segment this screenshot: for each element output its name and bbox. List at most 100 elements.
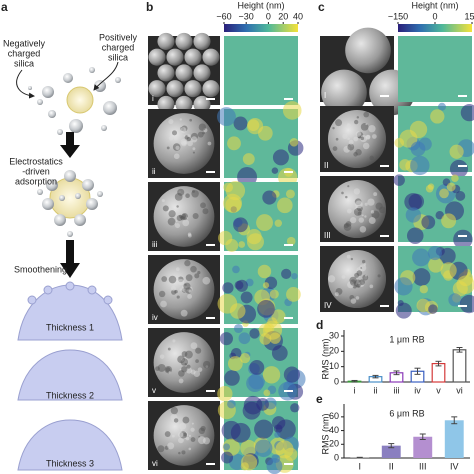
sphere [175, 64, 193, 82]
texture [233, 323, 244, 334]
texture [237, 167, 258, 187]
texture [242, 153, 255, 165]
texture [362, 142, 370, 150]
colorbar-tick-label: 20 [278, 11, 288, 21]
texture [404, 193, 422, 211]
x-tick-label: I [358, 461, 361, 471]
texture [185, 193, 190, 199]
texture [375, 202, 383, 210]
error-bar [393, 370, 400, 376]
texture [455, 191, 466, 201]
texture [440, 262, 457, 279]
image-label: II [324, 161, 328, 170]
colorbar-tick-label: 0 [432, 11, 437, 21]
texture [456, 275, 474, 295]
texture [191, 136, 198, 143]
panel-label: d [316, 318, 323, 332]
image-label: v [152, 386, 156, 395]
texture [190, 369, 196, 375]
error-bar [451, 416, 458, 425]
texture [207, 141, 212, 146]
texture [286, 236, 296, 246]
error-bar [356, 456, 363, 459]
panel-label: c [318, 0, 325, 14]
scale-bar [380, 235, 389, 237]
texture [176, 205, 179, 208]
texture [425, 184, 434, 193]
colorbar-tick-label: −30 [239, 11, 254, 21]
texture [179, 288, 182, 291]
texture [202, 276, 211, 285]
texture [162, 205, 169, 212]
annotation: Thickness 2 [46, 390, 94, 400]
texture [161, 276, 168, 282]
texture [227, 399, 236, 409]
image-label: vi [152, 459, 158, 468]
sphere [193, 32, 211, 50]
texture [438, 102, 446, 111]
sphere [184, 48, 202, 66]
texture [189, 118, 192, 122]
texture [190, 265, 197, 273]
texture [327, 275, 336, 283]
texture [358, 217, 365, 223]
texture [335, 137, 339, 141]
error-bar [419, 433, 426, 440]
texture [419, 285, 429, 294]
texture [168, 275, 177, 284]
texture [164, 365, 173, 374]
scale-bar [284, 98, 293, 100]
texture [217, 293, 238, 314]
y-tick-label: 0 [334, 376, 339, 386]
texture [171, 434, 175, 438]
texture [238, 241, 246, 248]
texture [350, 298, 357, 304]
texture [346, 254, 351, 259]
texture [364, 215, 367, 218]
texture [395, 302, 412, 319]
texture [186, 364, 191, 369]
image-label: iii [152, 240, 158, 249]
texture [180, 309, 188, 317]
panel-label: e [316, 392, 323, 406]
image-label: III [324, 231, 331, 240]
texture [164, 431, 171, 437]
texture [171, 130, 178, 136]
colorbar-tick-label: 150 [464, 11, 474, 21]
texture [191, 422, 194, 425]
scale-bar [380, 95, 389, 97]
texture [197, 271, 201, 275]
colorbar-tick-label: 40 [293, 11, 303, 21]
texture [233, 217, 248, 233]
afm-image [398, 36, 472, 102]
texture [173, 136, 178, 141]
scale-bar [206, 171, 215, 173]
texture [188, 434, 192, 437]
texture [197, 131, 204, 138]
texture [202, 437, 211, 445]
texture [364, 202, 368, 206]
sphere [157, 95, 175, 113]
panel-label: b [146, 0, 153, 14]
error-bar [456, 347, 463, 353]
texture [192, 151, 195, 154]
texture [158, 290, 166, 298]
texture [257, 125, 273, 141]
texture [345, 221, 352, 227]
texture [170, 285, 176, 291]
scale-bar [458, 235, 467, 237]
texture [167, 442, 175, 450]
colorbar [398, 24, 472, 32]
texture [217, 386, 233, 402]
texture [185, 436, 190, 441]
colorbar-tick-label: −150 [388, 11, 408, 21]
image-label: i [152, 94, 154, 103]
texture [198, 123, 207, 131]
texture [354, 119, 359, 125]
texture [247, 119, 260, 132]
scale-bar [206, 98, 215, 100]
texture [168, 210, 176, 218]
sphere [202, 80, 220, 98]
image-label: ii [152, 167, 156, 176]
texture [173, 418, 179, 423]
